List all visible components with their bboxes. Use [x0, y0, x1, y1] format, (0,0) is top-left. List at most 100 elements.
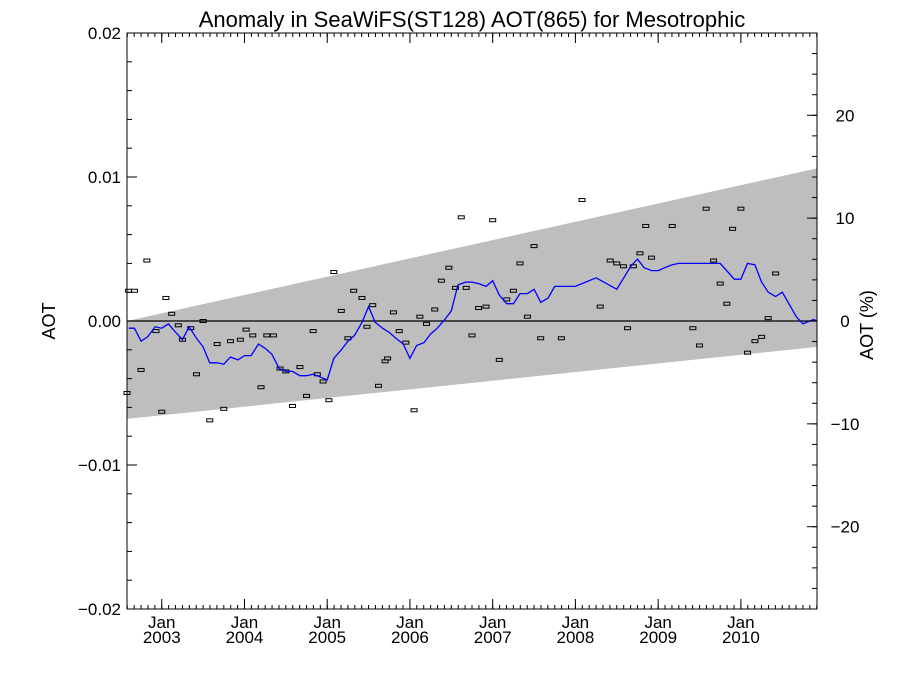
data-marker: [689, 326, 697, 331]
data-marker: [296, 365, 304, 370]
data-marker: [363, 324, 371, 329]
data-marker: [174, 323, 182, 328]
data-marker: [130, 288, 138, 293]
data-marker: [723, 301, 731, 306]
data-marker: [319, 379, 327, 384]
data-marker: [642, 223, 650, 228]
data-marker: [358, 295, 366, 300]
data-marker: [178, 337, 186, 342]
data-marker: [168, 311, 176, 316]
data-marker: [489, 218, 497, 223]
plot-area: [123, 32, 818, 610]
x-tick-month: Jan: [562, 613, 589, 632]
data-marker: [509, 288, 517, 293]
x-axis: Jan2003Jan2004Jan2005Jan2006Jan2007Jan20…: [126, 33, 818, 647]
x-tick-month: Jan: [396, 613, 423, 632]
x-tick-month: Jan: [314, 613, 341, 632]
data-marker: [710, 258, 718, 263]
data-marker: [530, 244, 538, 249]
data-marker: [143, 258, 151, 263]
y-axis-left: 0.02 0.01 0.00 −0.01 −0.02: [78, 24, 137, 619]
y-tick-label: −0.01: [78, 456, 121, 475]
y2-tick-label: −10: [831, 415, 860, 434]
data-marker: [772, 271, 780, 276]
data-marker: [557, 336, 565, 341]
data-marker: [375, 383, 383, 388]
data-marker: [152, 329, 160, 334]
data-marker: [751, 339, 759, 344]
data-marker: [309, 329, 317, 334]
data-marker: [578, 198, 586, 203]
series-line: [128, 258, 818, 381]
data-marker: [619, 264, 627, 269]
y-axis-label: AOT: [39, 302, 59, 339]
data-marker: [220, 406, 228, 411]
x-tick-year: 2009: [639, 628, 677, 647]
chart-title: Anomaly in SeaWiFS(ST128) AOT(865) for M…: [199, 7, 746, 32]
y2-tick-label: 0: [840, 312, 849, 331]
data-marker: [648, 255, 656, 260]
data-marker: [702, 206, 710, 211]
data-marker: [395, 329, 403, 334]
data-marker: [325, 398, 333, 403]
data-marker: [457, 215, 465, 220]
y-tick-label: 0.01: [88, 168, 121, 187]
y2-tick-label: −20: [831, 518, 860, 537]
data-marker: [226, 339, 234, 344]
data-marker: [716, 281, 724, 286]
data-marker: [482, 304, 490, 309]
x-tick-year: 2006: [391, 628, 429, 647]
data-marker: [410, 408, 418, 413]
x-tick-month: Jan: [727, 613, 754, 632]
data-marker: [206, 418, 214, 423]
data-marker: [236, 337, 244, 342]
y-tick-label: 0.00: [88, 312, 121, 331]
data-marker: [468, 333, 476, 338]
data-marker: [257, 385, 265, 390]
data-marker: [337, 308, 345, 313]
data-marker: [416, 314, 424, 319]
x-tick-year: 2003: [143, 628, 181, 647]
data-marker: [431, 307, 439, 312]
data-marker: [330, 270, 338, 275]
data-marker: [744, 350, 752, 355]
data-marker: [213, 342, 221, 347]
y-tick-label: −0.02: [78, 600, 121, 619]
data-marker: [668, 223, 676, 228]
data-marker: [303, 393, 311, 398]
data-marker: [402, 340, 410, 345]
data-marker: [137, 367, 145, 372]
data-marker: [764, 316, 772, 321]
data-marker: [737, 206, 745, 211]
marker-layer: [123, 198, 780, 423]
data-marker: [162, 295, 170, 300]
y-tick-label: 0.02: [88, 24, 121, 43]
data-marker: [729, 226, 737, 231]
data-marker: [263, 333, 271, 338]
data-marker: [192, 372, 200, 377]
data-marker: [636, 251, 644, 256]
data-marker: [451, 285, 459, 290]
x-tick-month: Jan: [644, 613, 671, 632]
data-marker: [475, 306, 483, 311]
data-marker: [269, 333, 277, 338]
x-tick-year: 2005: [308, 628, 346, 647]
data-marker: [369, 303, 377, 308]
data-marker: [495, 357, 503, 362]
data-marker: [249, 333, 257, 338]
data-marker: [523, 314, 531, 319]
data-marker: [158, 409, 166, 414]
x-tick-year: 2004: [226, 628, 264, 647]
x-tick-month: Jan: [148, 613, 175, 632]
x-tick-month: Jan: [231, 613, 258, 632]
data-marker: [276, 366, 284, 371]
data-marker: [606, 258, 614, 263]
x-tick-year: 2007: [474, 628, 512, 647]
data-marker: [624, 326, 632, 331]
data-marker: [613, 261, 621, 266]
data-marker: [422, 321, 430, 326]
data-marker: [389, 310, 397, 315]
data-marker: [350, 288, 358, 293]
data-marker: [199, 319, 207, 323]
